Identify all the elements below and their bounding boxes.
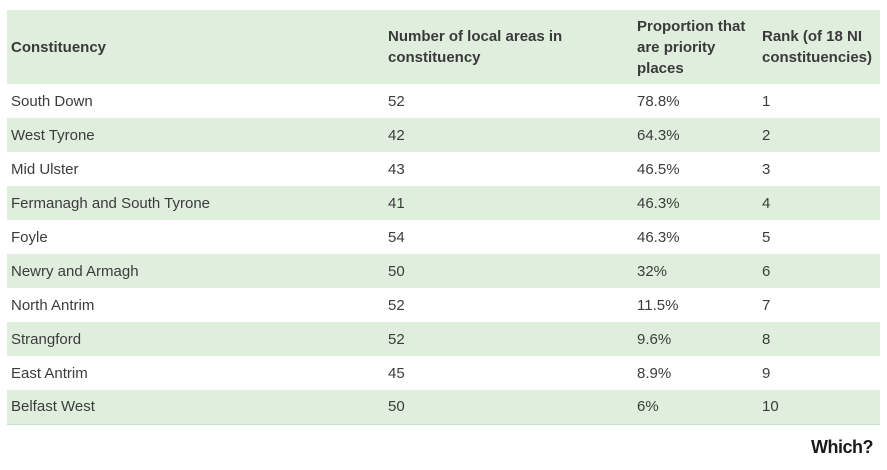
cell-constituency: West Tyrone xyxy=(11,126,95,144)
cell-proportion: 11.5% xyxy=(637,296,679,314)
cell-constituency: Belfast West xyxy=(11,398,95,416)
cell-rank: 4 xyxy=(762,194,771,212)
cell-local-areas: 41 xyxy=(388,194,405,212)
cell-rank: 9 xyxy=(762,364,771,382)
cell-rank: 5 xyxy=(762,228,771,246)
cell-local-areas: 54 xyxy=(388,228,405,246)
cell-rank: 10 xyxy=(762,398,779,416)
cell-constituency: Mid Ulster xyxy=(11,160,79,178)
cell-proportion: 78.8% xyxy=(637,92,680,110)
cell-rank: 6 xyxy=(762,262,771,280)
cell-local-areas: 45 xyxy=(388,364,405,382)
cell-constituency: Newry and Armagh xyxy=(11,262,139,280)
cell-constituency: Foyle xyxy=(11,228,48,246)
table-row: West Tyrone 42 64.3% 2 xyxy=(7,118,880,152)
header-proportion: Proportion that are priority places xyxy=(637,17,746,77)
cell-rank: 3 xyxy=(762,160,771,178)
header-rank: Rank (of 18 NI constituencies) xyxy=(762,28,873,66)
cell-proportion: 46.3% xyxy=(637,194,680,212)
data-table-container: Constituency Number of local areas in co… xyxy=(7,10,880,425)
header-constituency: Constituency xyxy=(11,38,107,56)
cell-constituency: East Antrim xyxy=(11,364,88,382)
cell-constituency: Fermanagh and South Tyrone xyxy=(11,194,211,212)
constituency-table: Constituency Number of local areas in co… xyxy=(7,10,880,425)
table-row: North Antrim 52 11.5% 7 xyxy=(7,288,880,322)
cell-rank: 1 xyxy=(762,92,771,110)
cell-proportion: 9.6% xyxy=(637,330,672,348)
table-row: Belfast West 50 6% 10 xyxy=(7,390,880,424)
table-row: Newry and Armagh 50 32% 6 xyxy=(7,254,880,288)
table-row: South Down 52 78.8% 1 xyxy=(7,84,880,118)
cell-rank: 2 xyxy=(762,126,771,144)
table-header: Constituency Number of local areas in co… xyxy=(7,10,880,84)
cell-proportion: 64.3% xyxy=(637,126,680,144)
which-logo: Which? xyxy=(811,437,874,457)
cell-proportion: 46.3% xyxy=(637,228,680,246)
header-row: Constituency Number of local areas in co… xyxy=(7,10,880,84)
cell-local-areas: 42 xyxy=(388,126,405,144)
cell-rank: 7 xyxy=(762,296,771,314)
table-row: Strangford 52 9.6% 8 xyxy=(7,322,880,356)
table-body: South Down 52 78.8% 1 West Tyrone 42 64.… xyxy=(7,84,880,424)
cell-local-areas: 50 xyxy=(388,262,405,280)
cell-local-areas: 52 xyxy=(388,92,405,110)
cell-local-areas: 52 xyxy=(388,330,405,348)
table-row: Foyle 54 46.3% 5 xyxy=(7,220,880,254)
cell-local-areas: 50 xyxy=(388,398,405,416)
cell-proportion: 46.5% xyxy=(637,160,680,178)
cell-constituency: Strangford xyxy=(11,330,82,348)
cell-proportion: 32% xyxy=(637,262,668,280)
cell-constituency: North Antrim xyxy=(11,296,95,314)
cell-rank: 8 xyxy=(762,330,771,348)
table-row: East Antrim 45 8.9% 9 xyxy=(7,356,880,390)
cell-constituency: South Down xyxy=(11,92,93,110)
table-row: Mid Ulster 43 46.5% 3 xyxy=(7,152,880,186)
table-row: Fermanagh and South Tyrone 41 46.3% 4 xyxy=(7,186,880,220)
cell-local-areas: 52 xyxy=(388,296,405,314)
cell-proportion: 6% xyxy=(637,398,659,416)
cell-local-areas: 43 xyxy=(388,160,405,178)
header-local-areas: Number of local areas in constituency xyxy=(388,28,563,66)
cell-proportion: 8.9% xyxy=(637,364,672,382)
